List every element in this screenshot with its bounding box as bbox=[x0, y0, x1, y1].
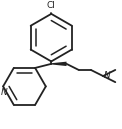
Text: Cl: Cl bbox=[47, 1, 56, 10]
Polygon shape bbox=[51, 62, 66, 66]
Text: N: N bbox=[1, 88, 8, 97]
Text: N: N bbox=[104, 71, 111, 80]
